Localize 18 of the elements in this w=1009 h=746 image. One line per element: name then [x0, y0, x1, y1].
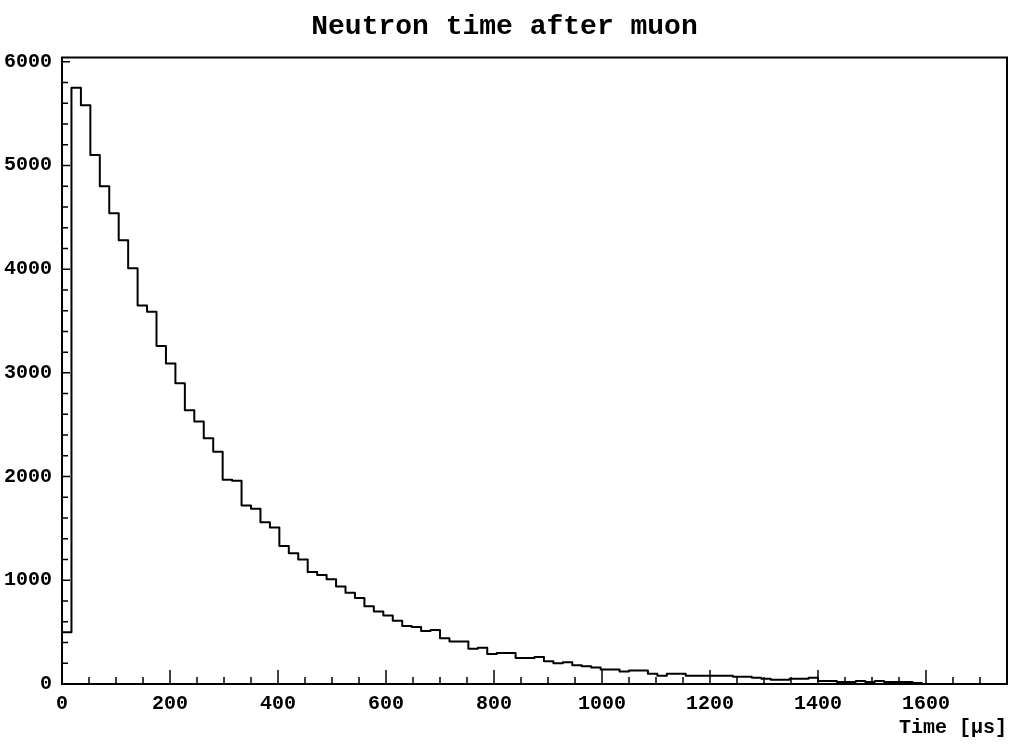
y-tick-label: 2000	[3, 464, 53, 488]
x-tick-label: 1200	[685, 692, 735, 716]
x-tick-label: 1000	[578, 692, 627, 716]
x-axis-title: Time [µs]	[898, 716, 1007, 740]
x-tick-label: 800	[476, 692, 513, 716]
y-tick-label: 5000	[3, 153, 53, 177]
x-tick-label: 200	[152, 692, 189, 716]
y-tick-label: 3000	[3, 360, 53, 384]
x-tick-label: 1400	[793, 692, 843, 716]
y-tick-label: 6000	[3, 49, 53, 73]
x-tick-label: 600	[368, 692, 405, 716]
x-tick-label: 1600	[901, 692, 951, 716]
x-tick-label: 400	[260, 692, 297, 716]
chart-title: Neutron time after muon	[311, 10, 698, 42]
y-tick-label: 0	[39, 672, 53, 696]
y-tick-label: 1000	[3, 568, 53, 592]
y-tick-label: 4000	[3, 257, 53, 281]
x-tick-label: 0	[56, 692, 69, 716]
